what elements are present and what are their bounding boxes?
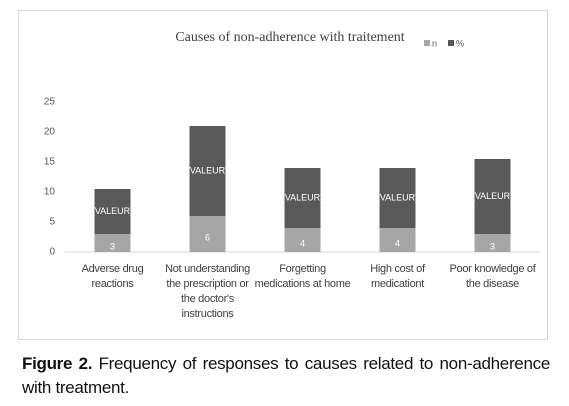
x-tick-label: Poor knowledge of the disease bbox=[449, 263, 536, 290]
y-tick-label: 10 bbox=[44, 187, 56, 198]
data-label: [VALEUR] bbox=[377, 192, 417, 202]
bar-segment bbox=[94, 234, 131, 252]
data-label: [VALEUR] bbox=[282, 192, 322, 202]
x-tick-label: Adverse drug reactions bbox=[81, 263, 144, 290]
caption-text: Frequency of responses to causes related… bbox=[22, 354, 550, 397]
chart-title: Causes of non-adherence with traitement bbox=[175, 30, 404, 45]
bar-segment bbox=[474, 159, 511, 234]
bar-segment bbox=[284, 228, 321, 252]
bar-segment bbox=[379, 228, 416, 252]
y-tick-label: 15 bbox=[44, 157, 56, 168]
data-label: [VALEUR] bbox=[92, 206, 132, 216]
data-label: 3 bbox=[490, 241, 495, 251]
bar-segment bbox=[189, 126, 226, 216]
data-label: 4 bbox=[395, 238, 400, 248]
legend-label: n bbox=[432, 38, 437, 48]
y-tick-label: 25 bbox=[44, 97, 56, 108]
x-tick-label: High cost of medicationt bbox=[370, 263, 425, 290]
data-label: 4 bbox=[300, 238, 305, 248]
legend-swatch bbox=[424, 40, 430, 46]
bar-segment bbox=[379, 168, 416, 228]
data-label: [VALEUR] bbox=[187, 165, 227, 175]
y-tick-label: 20 bbox=[44, 127, 56, 138]
caption-label: Figure 2. bbox=[22, 354, 93, 373]
y-tick-label: 5 bbox=[49, 217, 55, 228]
bar-segment bbox=[94, 189, 131, 234]
y-tick-label: 0 bbox=[49, 247, 55, 258]
bar-segment bbox=[474, 234, 511, 252]
legend-swatch bbox=[448, 40, 454, 46]
bar-segment bbox=[284, 168, 321, 228]
bar-segment bbox=[189, 216, 226, 252]
data-label: 6 bbox=[205, 232, 210, 242]
caption: Figure 2. Frequency of responses to caus… bbox=[22, 352, 550, 400]
data-label: 3 bbox=[110, 241, 115, 251]
x-tick-label: Not understanding the prescription or th… bbox=[165, 263, 250, 320]
legend-label: % bbox=[456, 38, 464, 48]
data-label: [VALEUR] bbox=[472, 191, 512, 201]
x-tick-label: Forgetting medications at home bbox=[254, 263, 351, 290]
chart-frame bbox=[18, 10, 548, 340]
